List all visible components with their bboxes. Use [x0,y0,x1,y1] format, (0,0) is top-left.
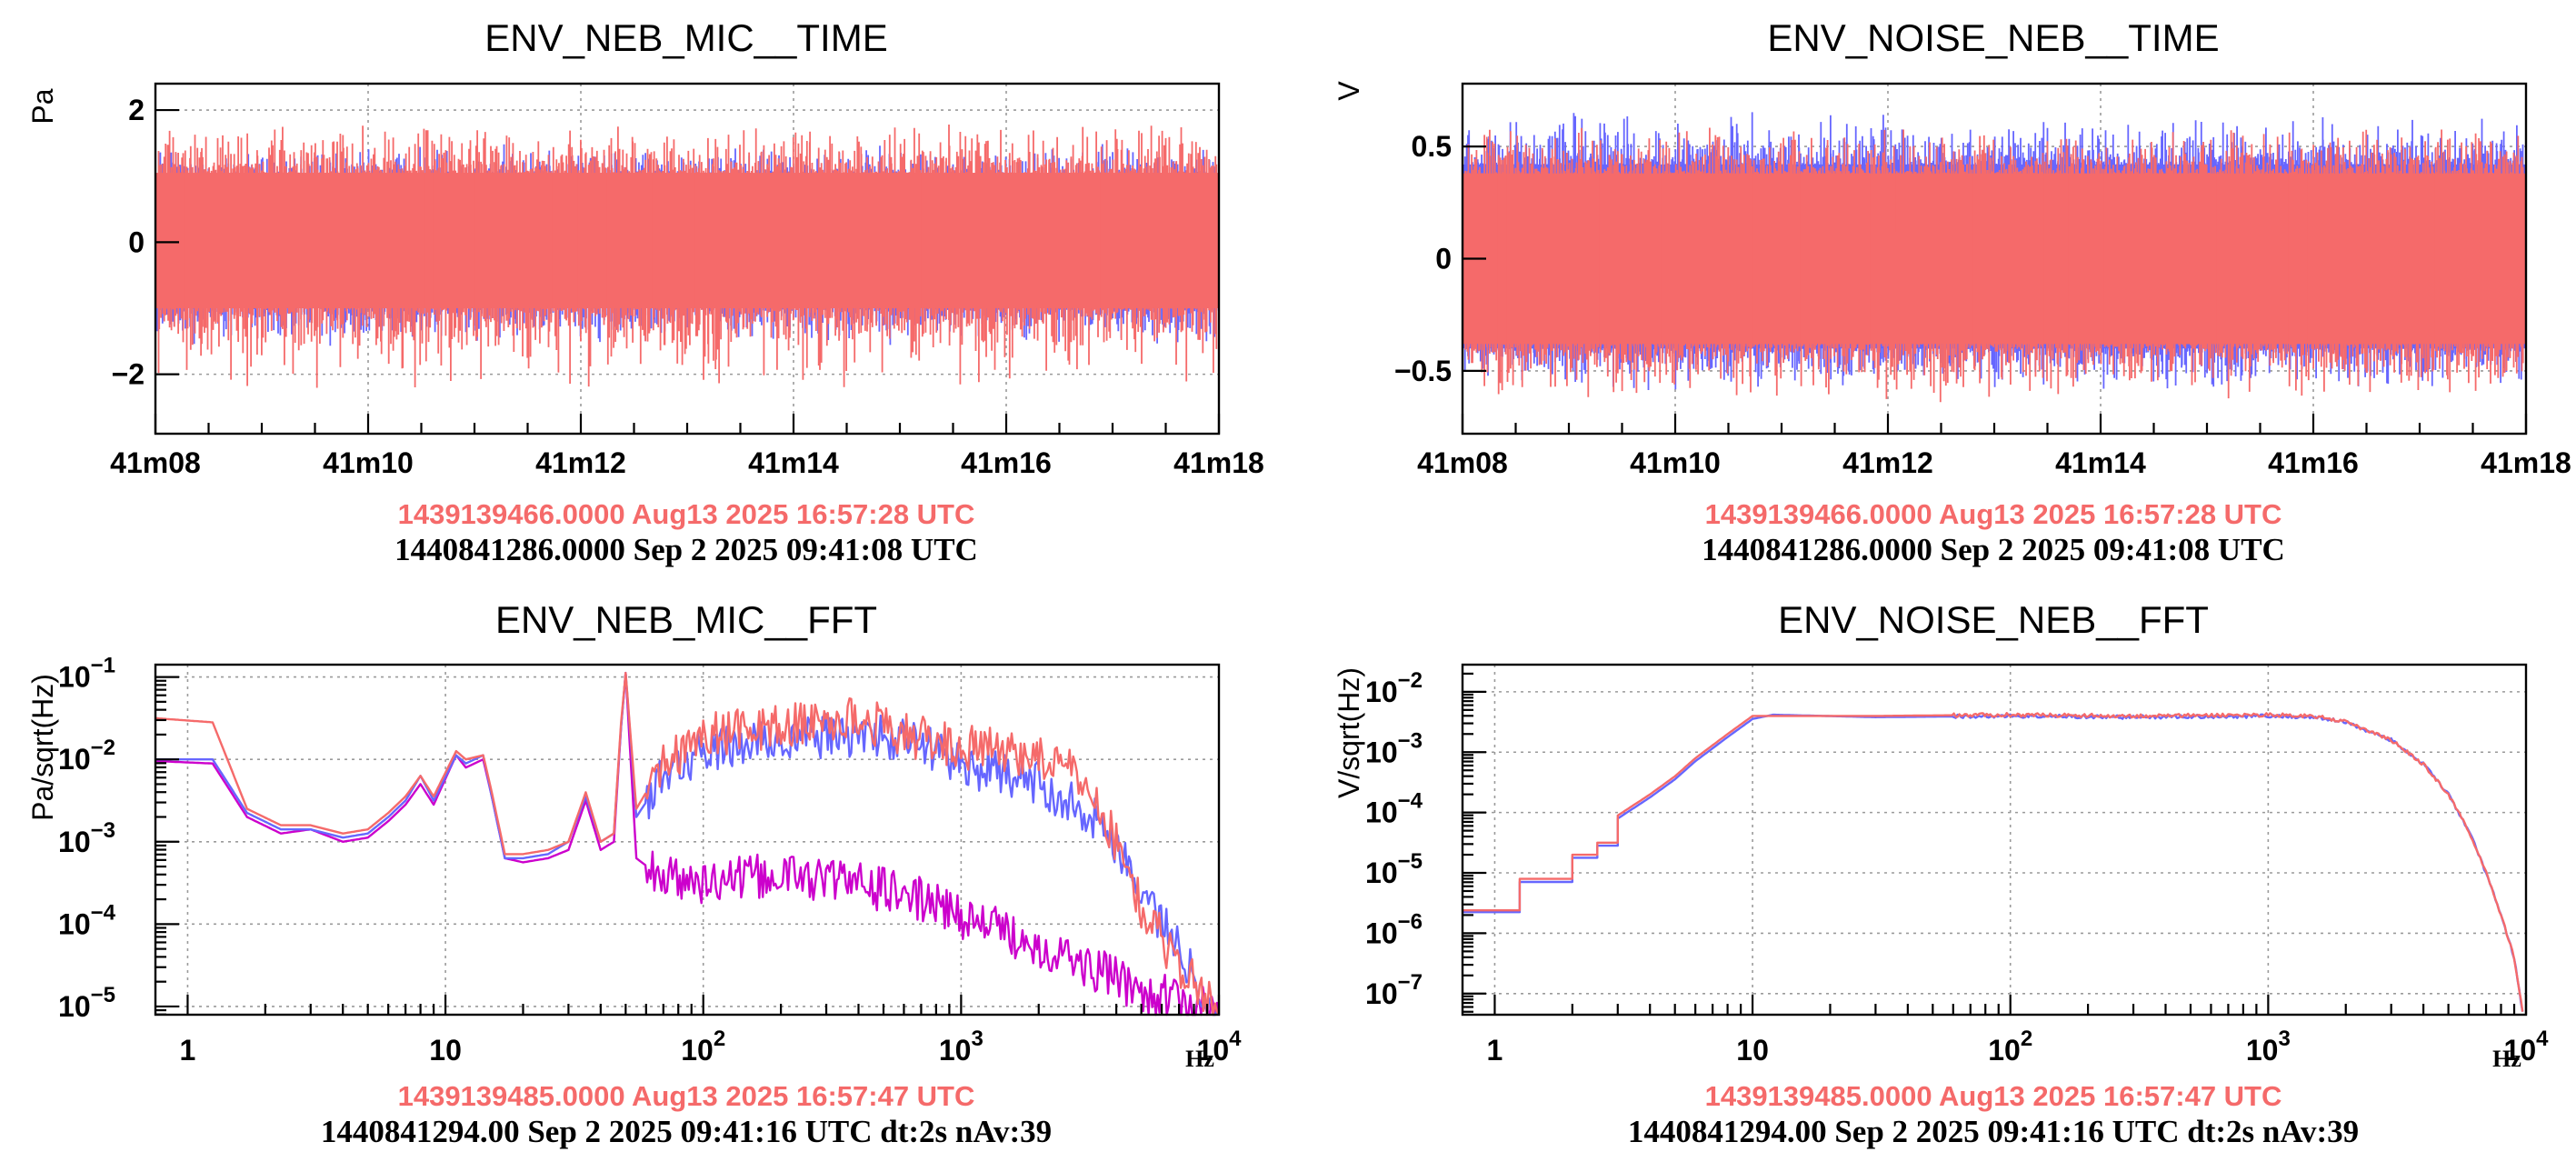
series-line [1463,712,2524,1012]
axis-ticks: 10−210−310−410−510−610−71 10 102 103 104 [1365,668,2549,1067]
chart-title: ENV_NOISE_NEB__FFT [1778,598,2209,641]
gridlines [1463,665,2527,1015]
x-tick-label: 41m12 [535,446,626,479]
panel-noise-time: ENV_NOISE_NEB__TIME V 0.5 0 −0.5 41m08 41m10… [1333,16,2571,567]
reference-timestamp: 1439139485.0000 Aug13 2025 16:57:47 UTC [1705,1080,2282,1112]
series-line [1463,713,2524,1012]
y-tick-label: 10−6 [1365,909,1423,949]
y-tick-label: 10−5 [1365,849,1423,889]
series-line [155,671,1221,1017]
y-tick-exponent: −6 [1398,909,1423,934]
x-tick-label: 41m08 [1417,446,1508,479]
current-timestamp: 1440841294.00 Sep 2 2025 09:41:16 UTC dt… [1628,1114,2359,1149]
x-tick-label: 41m08 [110,446,201,479]
y-tick-exponent: −5 [91,983,115,1007]
x-tick-exponent: 3 [971,1027,983,1051]
y-tick-exponent: −7 [1398,970,1423,995]
y-tick-label: 10−4 [58,900,116,940]
x-tick-label: 41m16 [961,446,1052,479]
reference-timestamp: 1439139485.0000 Aug13 2025 16:57:47 UTC [398,1080,975,1112]
x-tick-label: 41m10 [323,446,414,479]
series-spikes [157,125,1218,388]
plot-data [1463,712,2524,1012]
y-tick-exponent: −2 [91,736,115,760]
y-axis-label: Pa/sqrt(Hz) [26,674,59,821]
y-tick-exponent: −3 [1398,728,1423,753]
y-tick-exponent: −1 [91,654,115,678]
y-tick-label: −0.5 [1394,355,1452,387]
y-axis-label: V [1333,81,1365,101]
chart-title: ENV_NEB_MIC__FFT [495,598,877,641]
x-tick-label: 10 [429,1034,462,1067]
x-tick-label: 41m14 [748,446,839,479]
x-axis-label: Hz [2492,1046,2521,1072]
x-tick-exponent: 3 [2278,1027,2290,1051]
y-tick-label: 10−4 [1365,789,1423,829]
y-tick-label: 10−2 [58,736,115,776]
x-tick-label: 41m10 [1630,446,1721,479]
y-tick-exponent: −4 [91,900,116,925]
y-tick-label: 10−5 [58,983,115,1023]
series-spikes [1464,127,2524,403]
y-tick-label: 10−7 [1365,970,1423,1010]
y-tick-label: 10−2 [1365,668,1423,708]
x-tick-label: 102 [1988,1027,2032,1067]
gridlines [155,665,1220,1015]
x-tick-label: 102 [681,1027,725,1067]
y-tick-exponent: −5 [1398,849,1423,874]
series-line [155,671,1221,1017]
series-line [155,671,1221,1017]
y-tick-label: 0 [128,225,145,258]
y-tick-label: −2 [112,358,145,391]
y-axis-label: Pa [26,88,59,124]
x-tick-label: 41m12 [1842,446,1933,479]
current-timestamp: 1440841286.0000 Sep 2 2025 09:41:08 UTC [1702,532,2285,567]
x-tick-exponent: 2 [2021,1027,2032,1051]
y-tick-label: 10−3 [58,818,115,858]
panel-mic-fft: ENV_NEB_MIC__FFT Pa/sqrt(Hz) 10−110−210−… [26,598,1242,1149]
reference-timestamp: 1439139466.0000 Aug13 2025 16:57:28 UTC [398,498,975,530]
y-tick-label: 0 [1435,243,1452,275]
current-timestamp: 1440841294.00 Sep 2 2025 09:41:16 UTC dt… [321,1114,1052,1149]
x-tick-label: 1 [1487,1034,1503,1067]
x-tick-exponent: 2 [714,1027,725,1051]
x-tick-label: 103 [939,1027,983,1067]
axis-ticks: 0.5 0 −0.5 41m08 41m10 41m12 41m14 41m16 41m18 [1394,130,2571,479]
panel-mic-time: ENV_NEB_MIC__TIME Pa 2 0 −2 41m08 41m10 41m12… [26,16,1264,567]
y-tick-label: 10−1 [58,654,115,694]
x-tick-label: 103 [2246,1027,2291,1067]
chart-title: ENV_NOISE_NEB__TIME [1767,16,2219,59]
axis-ticks: 10−1 10−2 10−3 10−4 10−5 1 10 102 103 104 [58,654,1242,1067]
x-tick-label: 104 [1197,1027,1243,1067]
y-tick-label: 0.5 [1412,130,1452,163]
chart-title: ENV_NEB_MIC__TIME [484,16,887,59]
plot-data [156,125,1218,388]
plot-data [1463,112,2525,403]
axis-ticks: 2 0 −2 41m08 41m10 41m12 41m14 41m16 41m18 [110,94,1264,479]
x-tick-exponent: 4 [1229,1027,1242,1051]
y-tick-exponent: −4 [1398,789,1423,814]
x-tick-label: 41m14 [2055,446,2146,479]
x-axis-label: Hz [1185,1046,1214,1072]
y-tick-label: 10−3 [1365,728,1423,768]
x-tick-label: 41m18 [1173,446,1264,479]
plot-frame [1461,663,2528,1017]
x-tick-label: 41m16 [2268,446,2359,479]
y-tick-label: 2 [128,94,145,126]
y-tick-exponent: −3 [91,818,115,843]
reference-timestamp: 1439139466.0000 Aug13 2025 16:57:28 UTC [1705,498,2282,530]
plot-data [155,671,1221,1017]
x-tick-label: 41m18 [2481,446,2571,479]
x-tick-label: 1 [180,1034,196,1067]
x-tick-label: 10 [1736,1034,1769,1067]
panel-noise-fft: ENV_NOISE_NEB__FFT V/sqrt(Hz) 10−210−310… [1333,598,2549,1149]
x-tick-exponent: 4 [2536,1027,2549,1051]
y-axis-label: V/sqrt(Hz) [1333,667,1365,798]
y-tick-exponent: −2 [1398,668,1423,693]
plot-frame [154,663,1221,1017]
current-timestamp: 1440841286.0000 Sep 2 2025 09:41:08 UTC [394,532,978,567]
